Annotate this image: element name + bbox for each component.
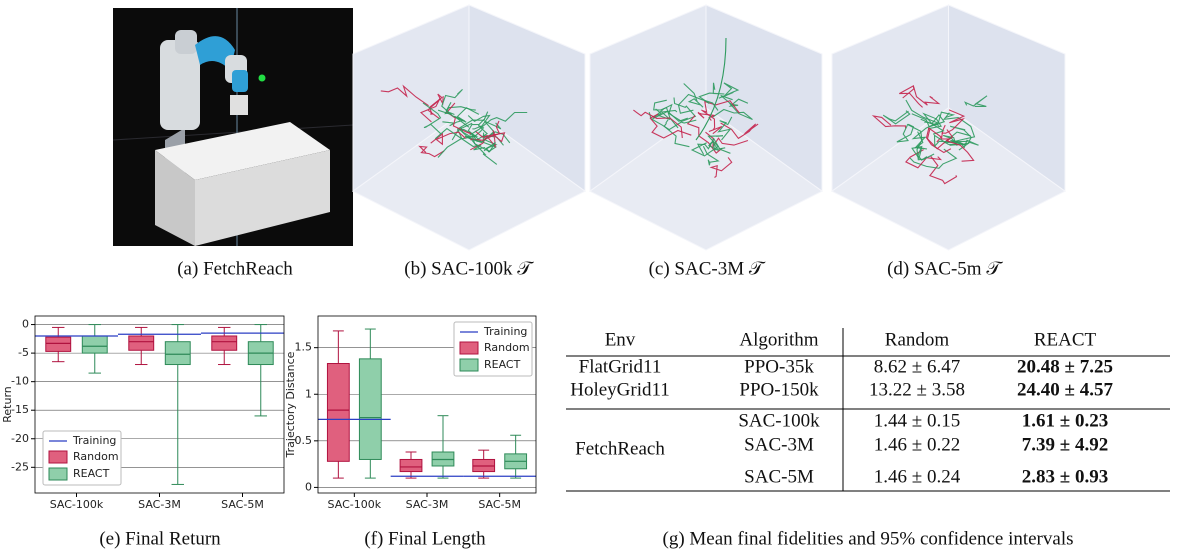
trajectory-plots (353, 5, 1065, 250)
table-cell: SAC-100k (738, 410, 820, 431)
table-cell: 13.22 ± 3.58 (869, 379, 965, 400)
y-tick-label: 1.5 (295, 341, 313, 354)
legend-label: Random (484, 341, 530, 354)
table-header: Random (885, 329, 950, 350)
box (46, 337, 71, 351)
table-cell: FetchReach (575, 438, 665, 459)
legend-label: REACT (484, 358, 521, 371)
x-tick-label: SAC-100k (50, 498, 104, 511)
table-header: Algorithm (739, 329, 818, 350)
legend-key (460, 342, 478, 354)
y-axis-label: Return (1, 386, 14, 423)
y-tick-label: 0.5 (295, 434, 313, 447)
panel-caption: (a) FetchReach (177, 258, 293, 279)
legend-label: REACT (73, 467, 110, 480)
legend-label: Training (483, 325, 527, 338)
table-cell: SAC-3M (744, 434, 814, 455)
table-cell: 2.83 ± 0.93 (1022, 466, 1108, 487)
y-tick-label: -10 (11, 375, 29, 388)
figure: (a) FetchReach (b) SAC-100k 𝒯 (c) SAC-3M… (0, 0, 1181, 552)
legend-label: Training (72, 434, 116, 447)
table-cell: PPO-150k (739, 379, 819, 400)
table-caption: (g) Mean final fidelities and 95% confid… (663, 528, 1074, 549)
box (129, 336, 154, 350)
table-header: REACT (1034, 329, 1097, 350)
box (82, 336, 107, 353)
panel-caption: (b) SAC-100k 𝒯 (404, 258, 534, 279)
y-axis-label: Trajectory Distance (284, 351, 297, 458)
table-cell: 7.39 ± 4.92 (1022, 434, 1108, 455)
box (327, 364, 349, 462)
box (400, 459, 422, 471)
y-tick-label: 0 (305, 480, 312, 493)
panel-caption: (c) SAC-3M 𝒯 (649, 258, 766, 279)
x-tick-label: SAC-5M (478, 498, 521, 511)
box (212, 336, 237, 350)
table-cell: 1.61 ± 0.23 (1022, 410, 1108, 431)
table-header: Env (605, 329, 636, 350)
legend-key (460, 359, 478, 371)
table-cell: 1.44 ± 0.15 (874, 410, 960, 431)
y-tick-label: 0 (22, 318, 29, 331)
table-cell: 8.62 ± 6.47 (874, 356, 960, 377)
legend-key (49, 468, 67, 480)
panel-caption: (f) Final Length (364, 528, 486, 549)
box (359, 359, 381, 460)
x-tick-label: SAC-100k (328, 498, 382, 511)
y-tick-label: -5 (18, 346, 29, 359)
legend-key (49, 451, 67, 463)
table-cell: 20.48 ± 7.25 (1017, 356, 1113, 377)
x-tick-label: SAC-3M (406, 498, 449, 511)
table-cell: SAC-5M (744, 466, 814, 487)
table-cell: FlatGrid11 (579, 356, 662, 377)
x-tick-label: SAC-5M (221, 498, 264, 511)
y-tick-label: 1 (305, 387, 312, 400)
table-cell: 1.46 ± 0.22 (874, 434, 960, 455)
table-cell: 24.40 ± 4.57 (1017, 379, 1113, 400)
x-tick-label: SAC-3M (138, 498, 181, 511)
box (165, 342, 190, 365)
fetchreach-render (113, 8, 353, 246)
panel-caption: (d) SAC-5m 𝒯 (887, 258, 1003, 279)
table-cell: PPO-35k (744, 356, 814, 377)
y-tick-label: -20 (11, 432, 29, 445)
table-cell: 1.46 ± 0.24 (874, 466, 961, 487)
legend-label: Random (73, 450, 119, 463)
panel-caption: (e) Final Return (99, 528, 221, 549)
y-tick-label: -25 (11, 460, 29, 473)
table-cell: HoleyGrid11 (570, 379, 670, 400)
results-table: Env Algorithm Random REACT PPO-35k 8.62 ± 6.4… (566, 328, 1170, 549)
